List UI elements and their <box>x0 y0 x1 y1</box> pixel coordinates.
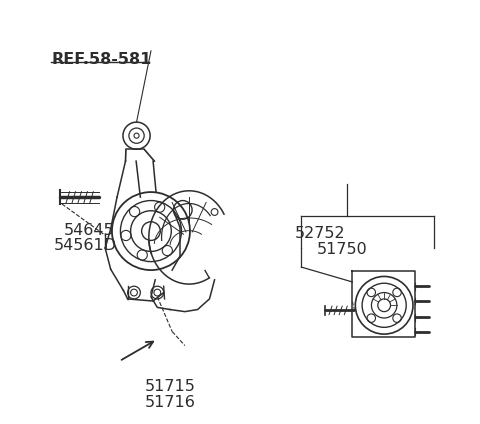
Text: 52752: 52752 <box>295 226 346 240</box>
Text: 54645: 54645 <box>64 223 115 237</box>
Text: REF.58-581: REF.58-581 <box>51 52 152 67</box>
Text: 51750: 51750 <box>316 242 367 257</box>
Text: 54561D: 54561D <box>53 238 117 253</box>
Text: 51716: 51716 <box>145 395 196 410</box>
Text: 51715: 51715 <box>145 379 196 394</box>
